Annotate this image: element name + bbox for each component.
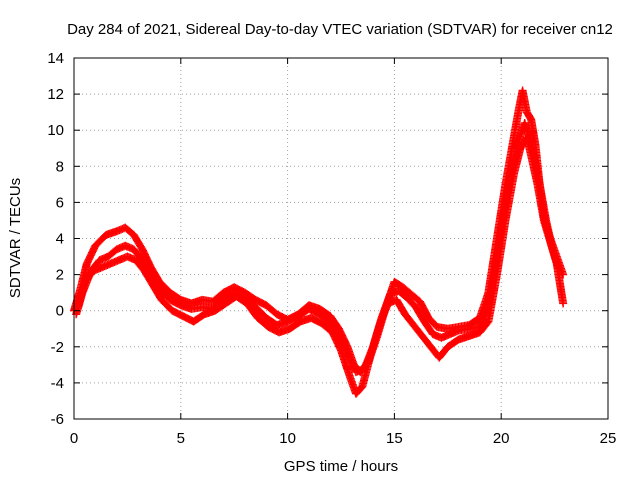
x-axis-label: GPS time / hours bbox=[284, 458, 398, 475]
y-tick-label: -2 bbox=[51, 339, 64, 356]
y-tick-label: 8 bbox=[56, 158, 64, 175]
data-point bbox=[559, 299, 568, 308]
y-tick-label: 2 bbox=[56, 267, 64, 284]
y-tick-label: 0 bbox=[56, 303, 64, 320]
chart-title: Day 284 of 2021, Sidereal Day-to-day VTE… bbox=[67, 21, 613, 38]
x-tick-label: 25 bbox=[600, 430, 617, 447]
x-tick-label: 20 bbox=[493, 430, 510, 447]
x-tick-label: 5 bbox=[177, 430, 185, 447]
y-axis-label: SDTVAR / TECUs bbox=[7, 178, 24, 298]
x-tick-label: 0 bbox=[70, 430, 78, 447]
y-tick-label: 14 bbox=[47, 50, 64, 67]
data-points-layer bbox=[70, 86, 568, 398]
y-tick-label: -6 bbox=[51, 411, 64, 428]
tick-layer: 0 5 10 15 20 25 -6 -4 -2 0 2 4 6 8 10 12 14 bbox=[47, 50, 616, 447]
x-tick-label: 10 bbox=[279, 430, 296, 447]
y-tick-label: -4 bbox=[51, 375, 64, 392]
y-tick-label: 6 bbox=[56, 194, 64, 211]
x-tick-label: 15 bbox=[386, 430, 403, 447]
y-tick-label: 4 bbox=[56, 231, 64, 248]
y-tick-label: 12 bbox=[47, 86, 64, 103]
y-tick-label: 10 bbox=[47, 122, 64, 139]
